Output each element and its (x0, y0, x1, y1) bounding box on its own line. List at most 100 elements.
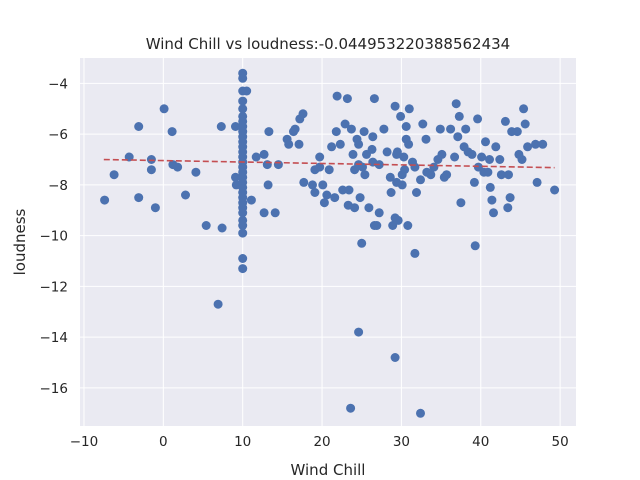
data-point (485, 155, 494, 164)
data-point (467, 149, 477, 159)
data-point (134, 122, 144, 131)
tick-labels: −10 0 10 20 30 40 50 −16 −14 −12 −10 −8 −6 −4 (40, 76, 569, 450)
y-tick-label: −4 (48, 76, 68, 92)
data-point (259, 208, 269, 218)
data-point (491, 142, 501, 152)
y-tick-label: −16 (40, 381, 69, 397)
data-point (335, 139, 345, 149)
data-point (517, 155, 527, 164)
data-point (109, 170, 119, 180)
data-point (397, 180, 407, 190)
data-point (340, 119, 350, 129)
data-point (451, 99, 461, 109)
data-point (496, 170, 506, 180)
data-point (483, 167, 493, 177)
data-point (346, 124, 356, 134)
data-point (346, 403, 356, 413)
data-point (453, 132, 463, 142)
data-point (146, 155, 156, 164)
data-point (167, 127, 177, 137)
data-point (372, 221, 382, 230)
data-point (531, 139, 540, 149)
data-point (503, 203, 513, 213)
data-point (550, 185, 560, 195)
data-point (485, 182, 495, 192)
x-tick-label: 10 (234, 434, 251, 450)
data-point (504, 170, 513, 180)
data-point (350, 203, 360, 213)
data-point (421, 134, 431, 144)
data-point (385, 172, 395, 182)
data-point (324, 165, 334, 175)
data-point (416, 408, 425, 418)
data-point (246, 195, 256, 205)
data-point (231, 172, 240, 182)
y-tick-label: −12 (40, 279, 69, 295)
data-point (404, 139, 414, 149)
data-point (318, 180, 328, 190)
data-point (216, 122, 226, 131)
data-point (263, 180, 273, 190)
data-point (150, 203, 160, 213)
data-point (523, 142, 533, 152)
data-point (238, 221, 248, 230)
data-point (344, 185, 354, 195)
data-point (369, 94, 379, 104)
x-tick-label: −10 (70, 434, 99, 450)
data-point (315, 162, 325, 172)
trend-line (103, 158, 555, 169)
data-point (500, 116, 510, 126)
data-point (355, 193, 365, 203)
data-point (401, 122, 411, 131)
data-point (242, 86, 252, 96)
data-point (368, 132, 378, 142)
data-point (231, 122, 240, 131)
data-point (359, 127, 369, 137)
data-point (382, 147, 392, 157)
data-point (213, 299, 223, 309)
y-tick-label: −14 (40, 330, 69, 346)
data-point (270, 208, 280, 218)
data-point (298, 109, 308, 119)
data-point (238, 228, 248, 238)
data-point (470, 241, 480, 251)
data-point (473, 114, 483, 124)
chart-title: Wind Chill vs loudness:-0.04495322038856… (146, 35, 510, 53)
data-point (238, 104, 248, 114)
x-axis-label: Wind Chill (291, 461, 366, 479)
data-point (315, 152, 325, 162)
data-point (262, 160, 272, 170)
data-point (100, 195, 110, 205)
data-point (331, 127, 341, 137)
data-point (426, 170, 436, 180)
data-point (461, 124, 471, 134)
data-point (338, 185, 348, 195)
data-point (332, 91, 342, 101)
data-point (273, 160, 283, 170)
data-point (354, 327, 364, 337)
data-point (354, 139, 364, 149)
data-point (367, 144, 377, 154)
data-point (342, 94, 352, 104)
y-tick-label: −6 (48, 127, 68, 143)
data-point (399, 152, 409, 162)
data-point (403, 221, 413, 230)
data-point (505, 193, 515, 203)
data-point (495, 155, 505, 164)
data-point (238, 73, 248, 83)
plot-area (80, 58, 576, 426)
data-point (238, 254, 248, 263)
data-point (435, 124, 445, 134)
data-point (159, 104, 169, 114)
data-point (390, 353, 400, 362)
trend-line-group (103, 158, 555, 169)
data-point (238, 208, 248, 218)
data-point (481, 137, 490, 147)
data-point (454, 111, 464, 121)
x-tick-label: 30 (393, 434, 410, 450)
data-point (418, 119, 428, 129)
data-point (360, 170, 370, 180)
data-point (469, 177, 479, 187)
data-point (348, 149, 358, 159)
